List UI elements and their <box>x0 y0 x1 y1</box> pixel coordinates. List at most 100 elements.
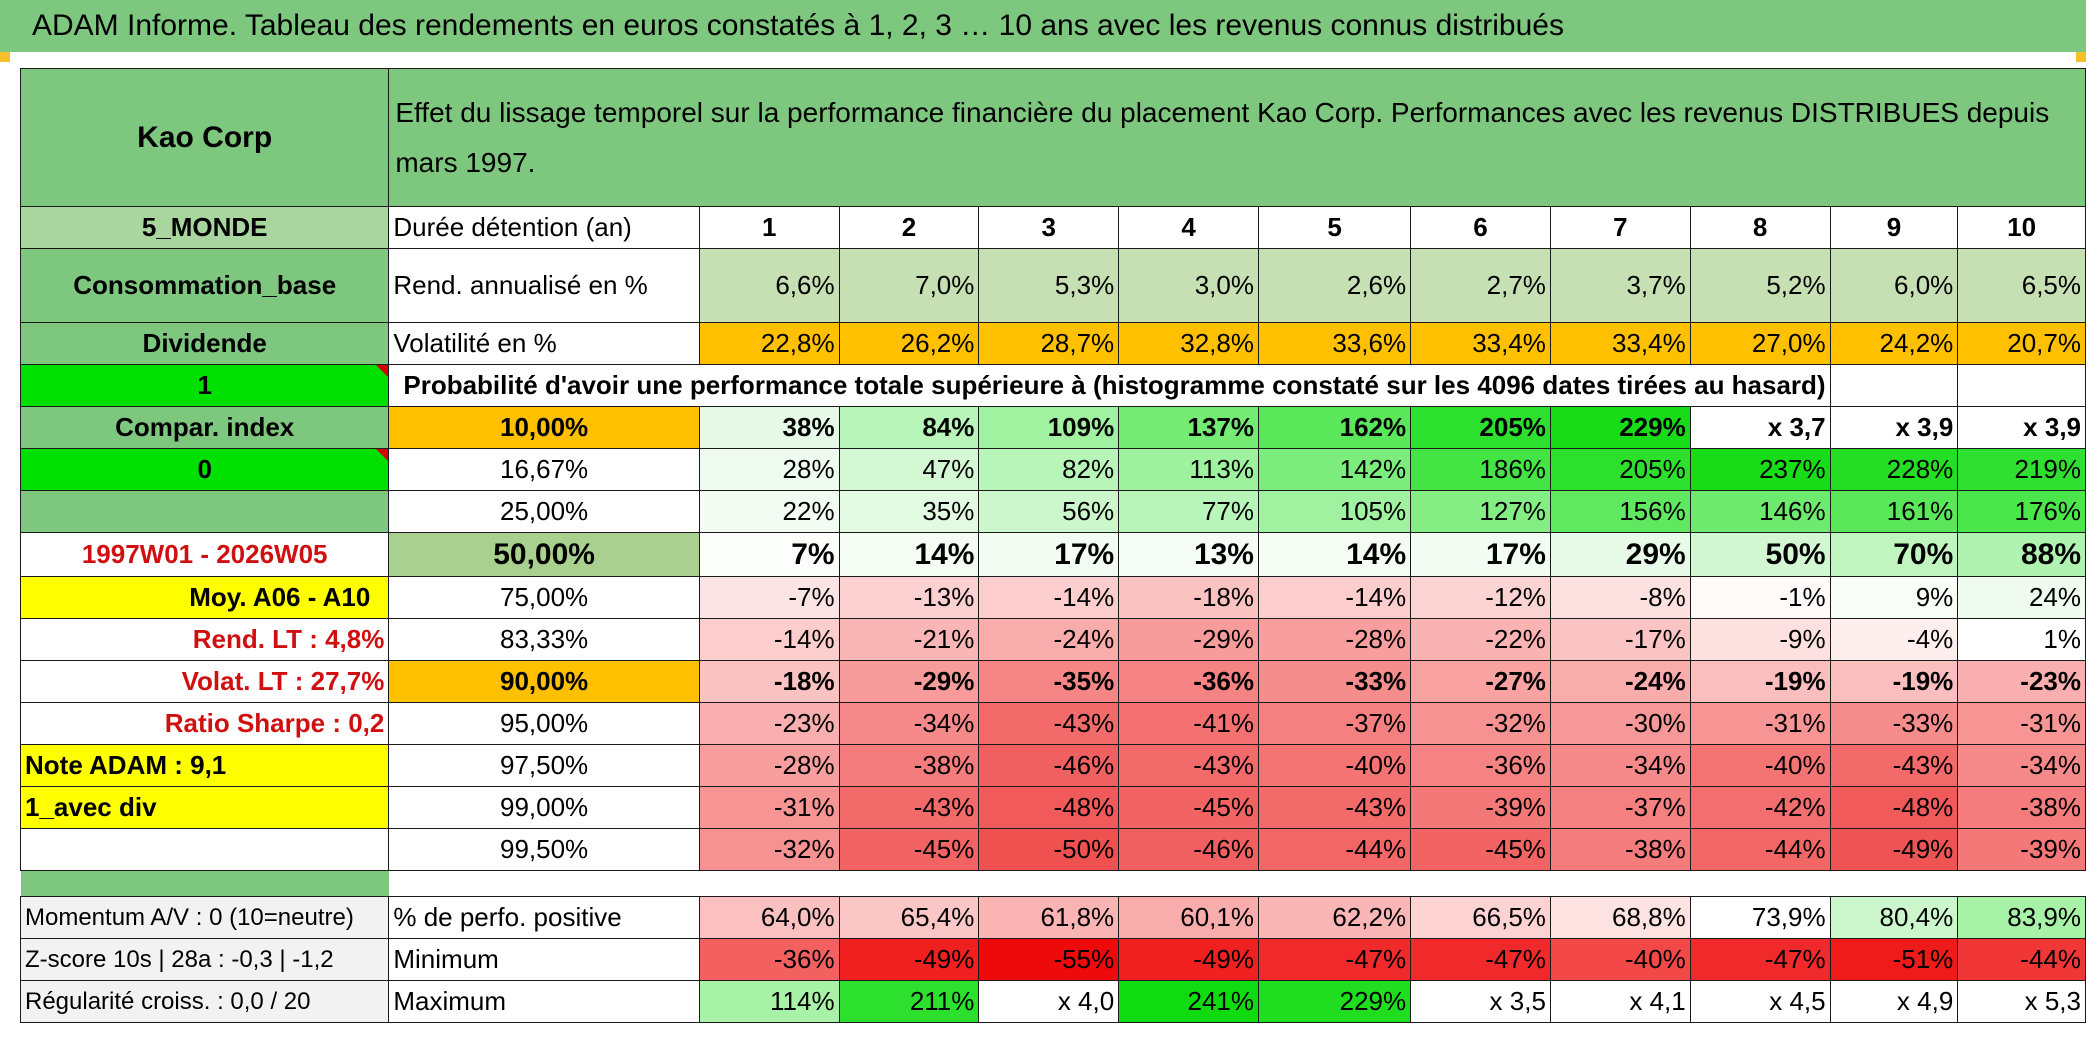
percentile-value: -22% <box>1410 618 1551 661</box>
year-header: 6 <box>1410 206 1551 249</box>
stat-value: -47% <box>1689 938 1831 981</box>
year-header: 3 <box>978 206 1120 249</box>
percentile-value: -7% <box>698 576 840 619</box>
percentile-value: 56% <box>978 490 1120 533</box>
percentile-value: 205% <box>1410 406 1551 449</box>
percentile-value: -27% <box>1410 660 1551 703</box>
stat-value: -36% <box>698 938 840 981</box>
stat-value: 62,2% <box>1257 896 1412 939</box>
stat-value: -47% <box>1410 938 1551 981</box>
left-label-9: Rend. LT : 4,8% <box>19 618 390 661</box>
left-label-6 <box>19 490 390 533</box>
percentile-value: -50% <box>978 828 1120 871</box>
percentile-value: 127% <box>1410 490 1551 533</box>
report-banner: ADAM Informe. Tableau des rendements en … <box>0 0 2086 52</box>
left-label-4: Compar. index <box>19 406 390 449</box>
stat-value: x 5,3 <box>1957 980 2086 1023</box>
percentile-value: -41% <box>1118 702 1259 745</box>
percentile-value: -43% <box>1257 786 1412 829</box>
stat-value: 83,9% <box>1957 896 2086 939</box>
percentile-value: 35% <box>838 490 980 533</box>
percentile-value: -37% <box>1257 702 1412 745</box>
stat-value: 61,8% <box>978 896 1120 939</box>
percentile-value: -46% <box>978 744 1120 787</box>
percentile-value: x 3,7 <box>1689 406 1831 449</box>
volatility-value: 20,7% <box>1957 322 2086 365</box>
percentile-value: -40% <box>1689 744 1831 787</box>
stat-value: 114% <box>698 980 840 1023</box>
left-label-0: 5_MONDE <box>19 206 390 249</box>
percentile-value: 9% <box>1829 576 1959 619</box>
percentile-label: 99,00% <box>388 786 700 829</box>
percentile-value: 28% <box>698 448 840 491</box>
stat-value: x 4,0 <box>978 980 1120 1023</box>
year-header: 9 <box>1829 206 1959 249</box>
percentile-value: -45% <box>1410 828 1551 871</box>
percentile-value: -32% <box>1410 702 1551 745</box>
percentile-value: -43% <box>1829 744 1959 787</box>
left-label-2: Dividende <box>19 322 390 365</box>
volatility-value: 27,0% <box>1689 322 1831 365</box>
percentile-value: 84% <box>838 406 980 449</box>
left-label-1: Consommation_base <box>19 248 390 323</box>
percentile-label: 90,00% <box>388 660 700 703</box>
stat-value: 80,4% <box>1829 896 1959 939</box>
stat-value: 68,8% <box>1549 896 1691 939</box>
percentile-value: 162% <box>1257 406 1412 449</box>
percentile-value: -29% <box>838 660 980 703</box>
percentile-value: -33% <box>1257 660 1412 703</box>
percentile-value: -13% <box>838 576 980 619</box>
percentile-value: -19% <box>1829 660 1959 703</box>
percentile-value: -14% <box>698 618 840 661</box>
percentile-value: 161% <box>1829 490 1959 533</box>
percentile-value: 142% <box>1257 448 1412 491</box>
stat-value: -49% <box>1118 938 1259 981</box>
rend-value: 2,6% <box>1257 248 1412 323</box>
rend-value: 2,7% <box>1410 248 1551 323</box>
percentile-value: -34% <box>838 702 980 745</box>
percentile-value: -39% <box>1957 828 2086 871</box>
percentile-value: -19% <box>1689 660 1831 703</box>
left-label-10: Volat. LT : 27,7% <box>19 660 390 703</box>
rend-value: 3,7% <box>1549 248 1691 323</box>
percentile-value: -43% <box>838 786 980 829</box>
percentile-value: -30% <box>1549 702 1691 745</box>
asset-name: Kao Corp <box>19 68 390 207</box>
stat-row-label: Maximum <box>388 980 700 1023</box>
rend-value: 6,0% <box>1829 248 1959 323</box>
rend-value: 3,0% <box>1118 248 1259 323</box>
left-label-3: 1 <box>19 364 390 407</box>
percentile-value: 13% <box>1118 532 1259 577</box>
percentile-value: 186% <box>1410 448 1551 491</box>
left-label-11: Ratio Sharpe : 0,2 <box>19 702 390 745</box>
percentile-value: -31% <box>1957 702 2086 745</box>
indicator-label: Z-score 10s | 28a : -0,3 | -1,2 <box>19 938 390 981</box>
percentile-value: -42% <box>1689 786 1831 829</box>
percentile-value: -48% <box>1829 786 1959 829</box>
percentile-value: 219% <box>1957 448 2086 491</box>
spacer-cell <box>20 870 389 897</box>
percentile-value: 146% <box>1689 490 1831 533</box>
volatility-value: 33,6% <box>1257 322 1412 365</box>
left-label-7: 1997W01 - 2026W05 <box>19 532 390 577</box>
percentile-value: -43% <box>1118 744 1259 787</box>
indicator-label: Régularité croiss. : 0,0 / 20 <box>19 980 390 1023</box>
percentile-value: -18% <box>1118 576 1259 619</box>
percentile-value: -31% <box>1689 702 1831 745</box>
percentile-value: 7% <box>698 532 840 577</box>
percentile-value: 1% <box>1957 618 2086 661</box>
volatility-value: 32,8% <box>1118 322 1259 365</box>
volatility-value: 33,4% <box>1549 322 1691 365</box>
vol-row-label: Volatilité en % <box>388 322 700 365</box>
percentile-value: -14% <box>1257 576 1412 619</box>
percentile-label: 16,67% <box>388 448 700 491</box>
percentile-value: -23% <box>698 702 840 745</box>
percentile-value: -38% <box>1549 828 1691 871</box>
stat-value: -51% <box>1829 938 1959 981</box>
percentile-value: x 3,9 <box>1957 406 2086 449</box>
percentile-label: 75,00% <box>388 576 700 619</box>
percentile-value: -21% <box>838 618 980 661</box>
left-label-12: Note ADAM : 9,1 <box>19 744 390 787</box>
years-row-label: Durée détention (an) <box>388 206 700 249</box>
percentile-value: 88% <box>1957 532 2086 577</box>
